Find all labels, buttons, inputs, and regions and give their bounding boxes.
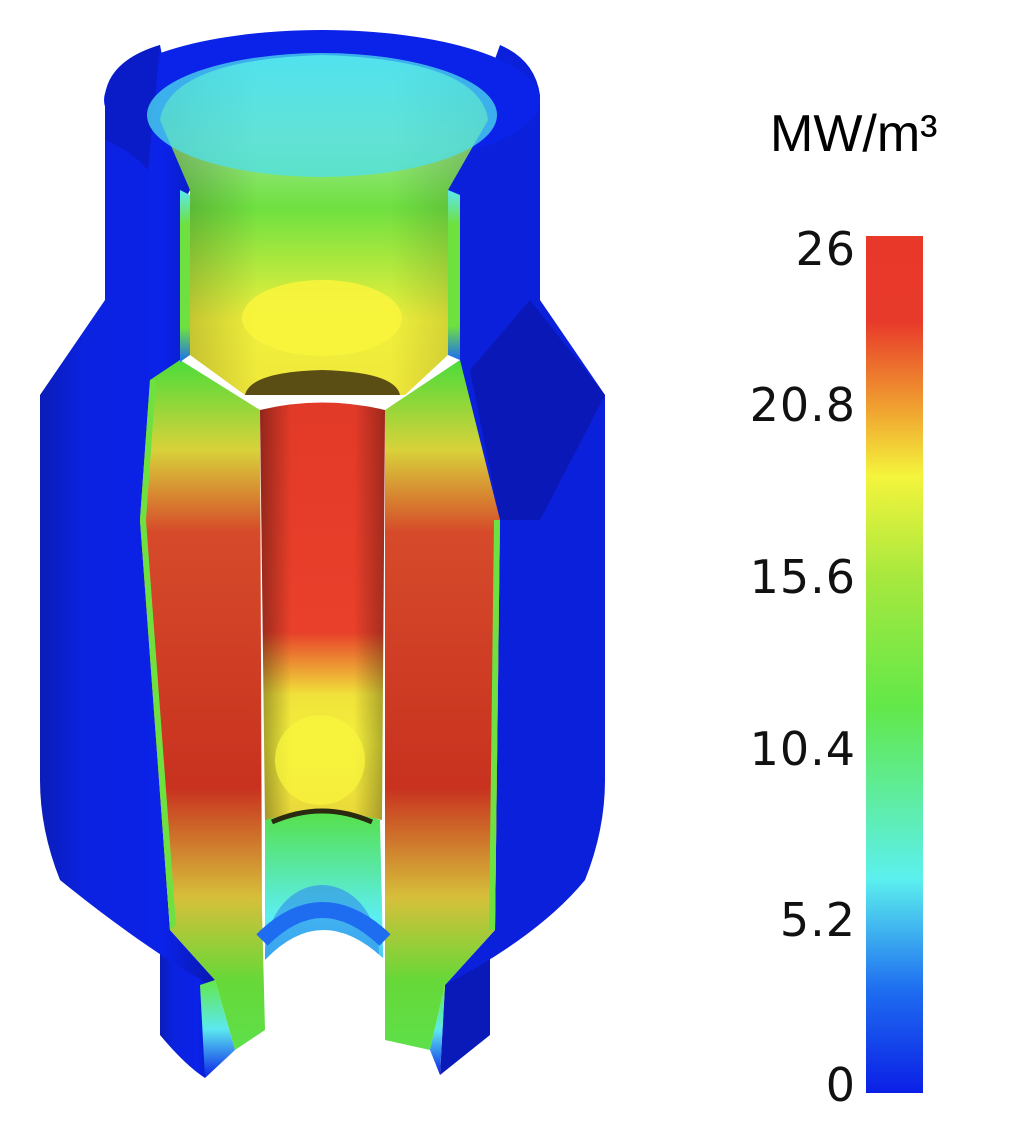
colorbar-tick-label: 10.4	[749, 722, 856, 776]
central-bore	[260, 402, 385, 825]
right-cut-face	[385, 190, 500, 1075]
upper-cavity	[147, 53, 497, 395]
colorbar-tick-label: 26	[795, 222, 856, 276]
left-cut-face	[140, 190, 265, 1078]
colorbar-unit-label: MW/m³	[770, 105, 938, 163]
colorbar-tick-label: 20.8	[749, 378, 856, 432]
lower-cavity	[256, 810, 391, 1050]
colorbar	[866, 236, 923, 1093]
colorbar-gradient	[866, 236, 923, 1093]
colorbar-tick-label: 15.6	[749, 550, 856, 604]
colorbar-tick-label: 0	[825, 1058, 856, 1112]
colorbar-tick-label: 5.2	[779, 893, 856, 947]
